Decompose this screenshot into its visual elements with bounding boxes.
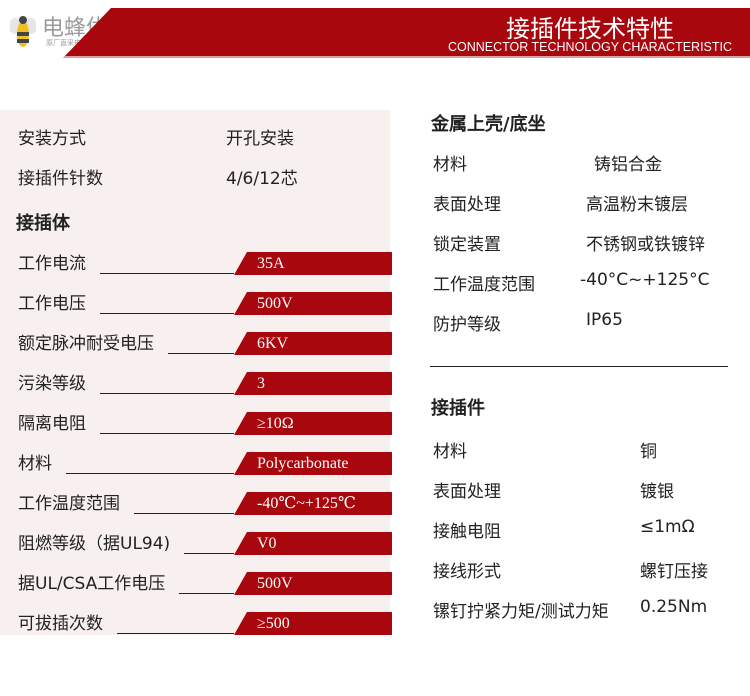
spec-label: 锁定装置 <box>433 235 501 255</box>
leader-line <box>179 593 234 594</box>
spec-label: 表面处理 <box>433 482 501 502</box>
spec-value: 铜 <box>640 442 657 462</box>
banner-subtitle: CONNECTOR TECHNOLOGY CHARACTERISTIC <box>447 40 733 54</box>
leader-line <box>100 313 234 314</box>
spec-value-badge: Polycarbonate <box>234 452 392 475</box>
spec-label: 安装方式 <box>18 129 86 149</box>
spec-label: 镙钉拧紧力矩/测试力矩 <box>433 602 609 622</box>
section-title-shell: 金属上壳/底坐 <box>431 114 546 135</box>
spec-label: 接触电阻 <box>433 522 501 542</box>
spec-label: 阻燃等级（据UL94) <box>18 534 171 554</box>
spec-value: 螺钉压接 <box>640 562 708 582</box>
section-title-contact: 接插件 <box>431 398 485 419</box>
spec-value-badge: V0 <box>234 532 392 555</box>
leader-line <box>168 353 234 354</box>
spec-row: 工作电流 35A <box>18 249 392 275</box>
spec-value-badge: ≥10Ω <box>234 412 392 435</box>
header-banner <box>63 8 750 58</box>
spec-row: 据UL/CSA工作电压 500V <box>18 569 392 595</box>
spec-label: 据UL/CSA工作电压 <box>18 574 166 594</box>
spec-label: 材料 <box>18 454 52 474</box>
spec-value: 铸铝合金 <box>594 155 662 175</box>
spec-row: 污染等级 3 <box>18 369 392 395</box>
leader-line <box>100 433 234 434</box>
section-title-body: 接插体 <box>16 213 70 234</box>
spec-row: 额定脉冲耐受电压 6KV <box>18 329 392 355</box>
spec-value-badge: ≥500 <box>234 612 392 635</box>
spec-value-badge: 6KV <box>234 332 392 355</box>
spec-row: 材料 Polycarbonate <box>18 449 392 475</box>
leader-line <box>134 513 234 514</box>
spec-label: 材料 <box>433 442 467 462</box>
spec-value: ≤1mΩ <box>640 517 695 537</box>
spec-row: 工作电压 500V <box>18 289 392 315</box>
leader-line <box>100 393 234 394</box>
spec-label: 材料 <box>433 155 467 175</box>
spec-label: 接线形式 <box>433 562 501 582</box>
spec-label: 可拔插次数 <box>18 614 103 634</box>
divider <box>430 366 728 367</box>
spec-row: 可拔插次数 ≥500 <box>18 609 392 635</box>
leader-line <box>117 633 234 634</box>
spec-value-badge: 3 <box>234 372 392 395</box>
spec-value-badge: 35A <box>234 252 392 275</box>
spec-label: 接插件针数 <box>18 169 103 189</box>
spec-value: 不锈钢或铁镀锌 <box>586 235 705 255</box>
spec-value: 0.25Nm <box>640 597 708 617</box>
spec-value: 开孔安装 <box>226 129 294 149</box>
spec-value-badge: -40℃~+125℃ <box>234 492 392 515</box>
spec-value: 镀银 <box>640 482 674 502</box>
leader-line <box>66 473 234 474</box>
spec-label: 额定脉冲耐受电压 <box>18 334 154 354</box>
spec-label: 污染等级 <box>18 374 86 394</box>
spec-value: -40°C~+125°C <box>580 270 710 290</box>
spec-row: 工作温度范围 -40℃~+125℃ <box>18 489 392 515</box>
spec-label: 防护等级 <box>433 315 501 335</box>
spec-value-badge: 500V <box>234 572 392 595</box>
spec-value: 4/6/12芯 <box>226 169 298 189</box>
spec-label: 工作电流 <box>18 254 86 274</box>
spec-row: 隔离电阻 ≥10Ω <box>18 409 392 435</box>
spec-row: 阻燃等级（据UL94) V0 <box>18 529 392 555</box>
spec-label: 工作温度范围 <box>433 275 535 295</box>
spec-label: 工作电压 <box>18 294 86 314</box>
spec-value: IP65 <box>586 310 623 330</box>
spec-value-badge: 500V <box>234 292 392 315</box>
bee-icon <box>10 16 36 47</box>
spec-label: 工作温度范围 <box>18 494 120 514</box>
spec-label: 隔离电阻 <box>18 414 86 434</box>
spec-label: 表面处理 <box>433 195 501 215</box>
banner-title: 接插件技术特性 <box>506 15 674 43</box>
spec-value: 高温粉末镀层 <box>586 195 688 215</box>
leader-line <box>100 273 234 274</box>
leader-line <box>184 553 234 554</box>
